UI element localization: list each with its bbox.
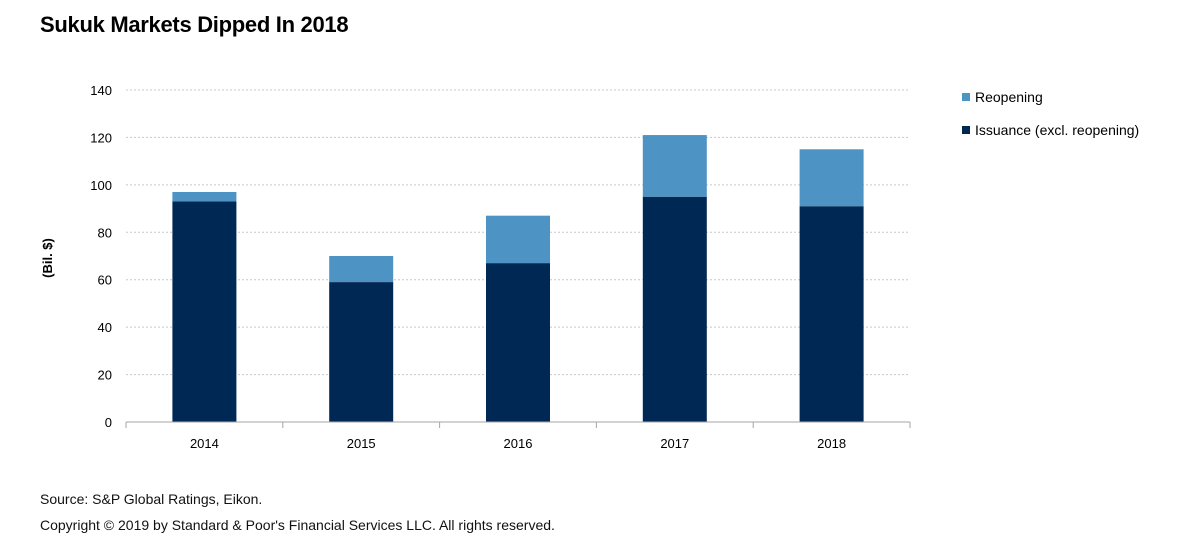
y-tick-label: 100: [90, 178, 112, 193]
bar-reopening: [172, 191, 237, 202]
y-tick-label: 0: [105, 415, 112, 430]
bar-reopening: [642, 135, 707, 197]
x-tick-label: 2014: [190, 436, 219, 451]
bar-reopening: [329, 256, 394, 283]
y-tick-label: 80: [98, 225, 112, 240]
x-tick-label: 2016: [504, 436, 533, 451]
legend-label: Reopening: [975, 89, 1043, 105]
y-tick-label: 120: [90, 130, 112, 145]
bar-issuance: [642, 196, 707, 422]
bars: [172, 135, 864, 422]
bar-issuance: [799, 206, 864, 422]
axes: [125, 421, 911, 428]
bar-issuance: [172, 201, 237, 422]
y-tick-label: 20: [98, 368, 112, 383]
legend-swatch: [962, 93, 970, 101]
y-tick-label: 140: [90, 83, 112, 98]
x-tick-labels: 2014 2015 2016 2017 2018: [190, 436, 846, 451]
legend-swatch: [962, 126, 970, 134]
chart-title: Sukuk Markets Dipped In 2018: [40, 12, 349, 37]
copyright-note: Copyright © 2019 by Standard & Poor's Fi…: [40, 517, 555, 533]
bar-reopening: [486, 215, 550, 264]
footer: Source: S&P Global Ratings, Eikon. Copyr…: [40, 486, 555, 538]
y-tick-labels: 0 20 40 60 80 100 120 140: [90, 83, 112, 430]
bar-issuance: [486, 263, 550, 422]
y-tick-label: 40: [98, 320, 112, 335]
x-tick-label: 2017: [660, 436, 689, 451]
x-tick-label: 2018: [817, 436, 846, 451]
bar-issuance: [329, 282, 394, 422]
source-note: Source: S&P Global Ratings, Eikon.: [40, 491, 263, 507]
x-tick-label: 2015: [347, 436, 376, 451]
y-tick-label: 60: [98, 273, 112, 288]
y-axis-label: (Bil. $): [40, 238, 55, 278]
legend-label: Issuance (excl. reopening): [975, 122, 1139, 138]
bar-reopening: [799, 149, 864, 207]
legend: Reopening Issuance (excl. reopening): [962, 89, 1139, 138]
